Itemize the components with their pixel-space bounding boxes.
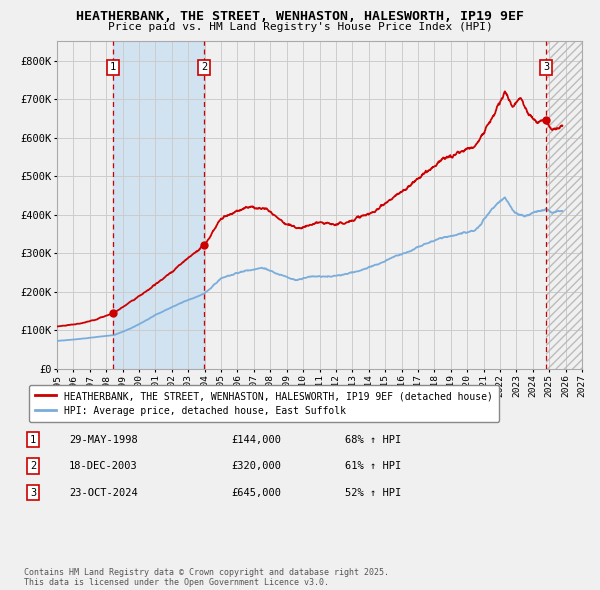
Text: 2: 2 [30,461,36,471]
Text: 3: 3 [543,63,549,73]
Text: 18-DEC-2003: 18-DEC-2003 [69,461,138,471]
Bar [113,41,204,369]
Text: 68% ↑ HPI: 68% ↑ HPI [345,435,401,444]
Bar [546,41,582,369]
Text: 23-OCT-2024: 23-OCT-2024 [69,488,138,497]
Text: 1: 1 [110,63,116,73]
Text: £645,000: £645,000 [231,488,281,497]
Legend: HEATHERBANK, THE STREET, WENHASTON, HALESWORTH, IP19 9EF (detached house), HPI: : HEATHERBANK, THE STREET, WENHASTON, HALE… [29,385,499,422]
Text: 2: 2 [201,63,207,73]
Text: £144,000: £144,000 [231,435,281,444]
Text: 29-MAY-1998: 29-MAY-1998 [69,435,138,444]
Text: 3: 3 [30,488,36,497]
Text: 1: 1 [30,435,36,444]
Text: Contains HM Land Registry data © Crown copyright and database right 2025.
This d: Contains HM Land Registry data © Crown c… [24,568,389,587]
Text: £320,000: £320,000 [231,461,281,471]
Text: HEATHERBANK, THE STREET, WENHASTON, HALESWORTH, IP19 9EF: HEATHERBANK, THE STREET, WENHASTON, HALE… [76,10,524,23]
Text: Price paid vs. HM Land Registry's House Price Index (HPI): Price paid vs. HM Land Registry's House … [107,22,493,32]
Text: 52% ↑ HPI: 52% ↑ HPI [345,488,401,497]
Text: 61% ↑ HPI: 61% ↑ HPI [345,461,401,471]
